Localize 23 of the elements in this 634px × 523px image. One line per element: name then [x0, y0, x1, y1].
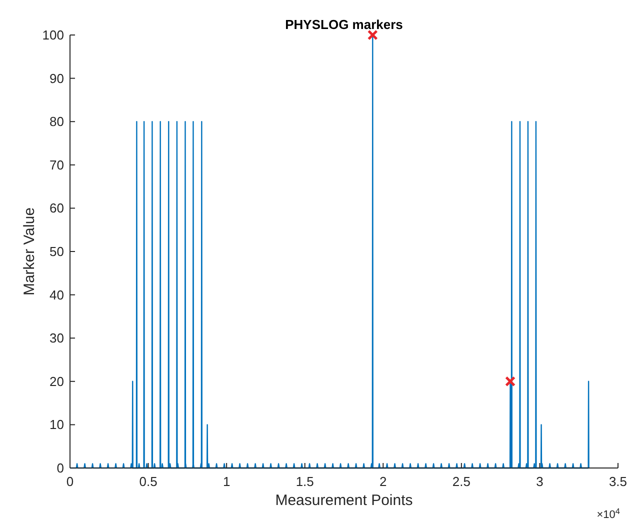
- y-tick-label: 100: [42, 28, 64, 42]
- y-tick-label: 40: [50, 287, 64, 302]
- x-tick-label: 1.5: [296, 474, 314, 489]
- x-tick-label: 0.5: [139, 474, 158, 489]
- x-tick-label: 2.5: [452, 474, 470, 489]
- y-axis-title: Marker Value: [21, 207, 38, 296]
- chart-title: PHYSLOG markers: [285, 17, 403, 32]
- x-tick-label: 3.5: [608, 474, 628, 489]
- y-tick-label: 70: [50, 157, 64, 172]
- x-tick-label: 3: [536, 474, 544, 489]
- y-tick-label: 90: [50, 70, 64, 86]
- x-tick-label: 0: [66, 474, 74, 489]
- y-tick-label: 30: [50, 330, 64, 346]
- y-tick-label: 0: [56, 460, 64, 476]
- y-tick-label: 10: [50, 417, 64, 432]
- y-tick-label: 60: [50, 200, 64, 216]
- text: ×10$^{4}$: [596, 506, 620, 521]
- y-tick-label: 50: [50, 244, 64, 259]
- y-tick-label: 20: [50, 374, 64, 389]
- y-tick-label: 80: [50, 114, 64, 130]
- x-tick-label: 1: [222, 474, 230, 489]
- x-axis-title: Measurement Points: [275, 492, 413, 509]
- x-tick-label: 2: [380, 474, 387, 489]
